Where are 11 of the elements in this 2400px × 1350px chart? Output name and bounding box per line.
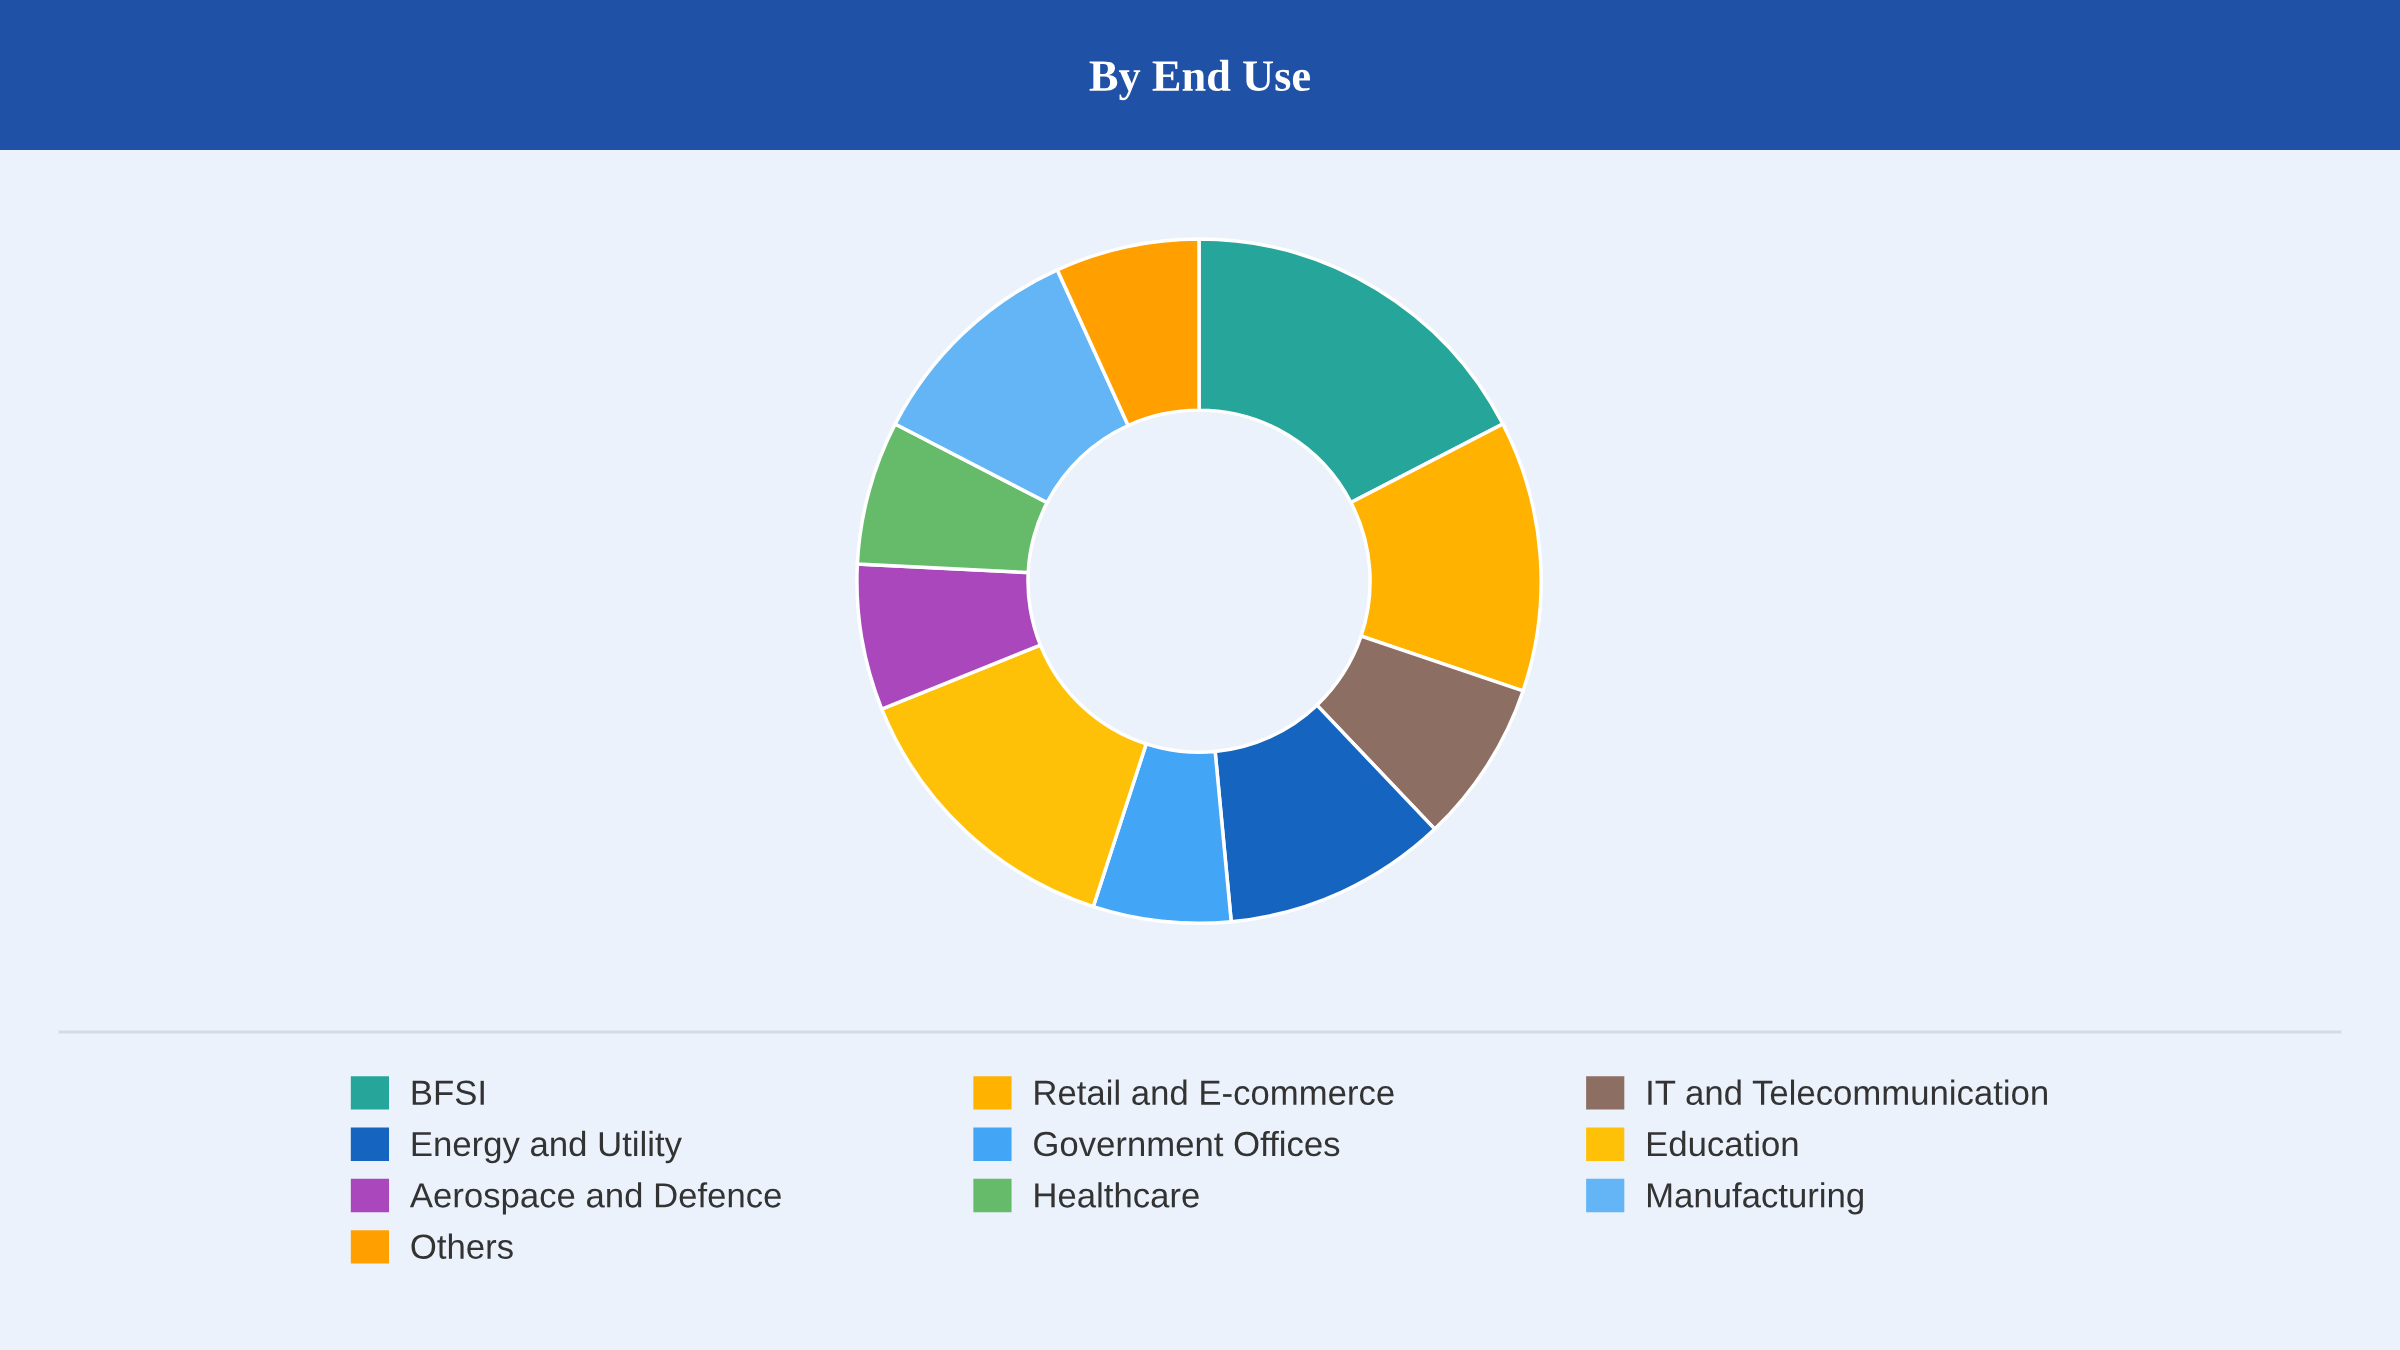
legend-label: Education <box>1647 1130 1798 1157</box>
legend-label: BFSI <box>412 1080 484 1106</box>
chart-title: By End Use <box>1089 59 1310 101</box>
legend-label: Energy and Utility <box>412 1130 682 1164</box>
legend-label: Healthcare <box>1035 1182 1199 1208</box>
legend-label: Government Offices <box>1034 1130 1340 1157</box>
legend-label: Others <box>411 1233 513 1259</box>
legend-label: Aerospace and Defence <box>409 1182 781 1215</box>
legend-label: IT and Telecommunication <box>1648 1079 2047 1106</box>
legend-label: Manufacturing <box>1647 1182 1863 1215</box>
legend-label: Retail and E-commerce <box>1035 1079 1394 1106</box>
